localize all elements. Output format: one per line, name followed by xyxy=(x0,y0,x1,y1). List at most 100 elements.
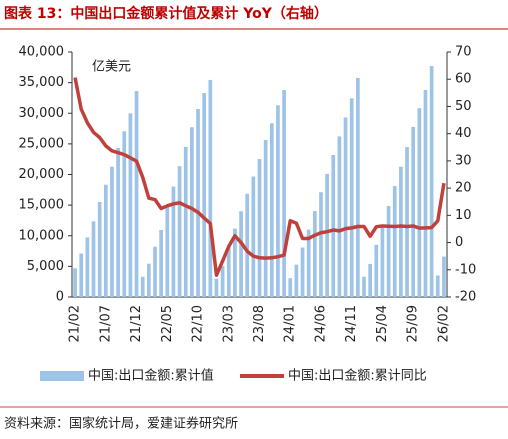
bar xyxy=(159,229,163,297)
bar xyxy=(183,146,188,297)
bar xyxy=(257,159,262,297)
bar xyxy=(85,237,90,297)
bar xyxy=(110,166,114,297)
chart-title: 图表 13：中国出口金额累计值及累计 YoY（右轴） xyxy=(4,5,328,22)
y-tick-label: 0 xyxy=(56,290,64,305)
x-tick-label: 24/11 xyxy=(344,305,359,342)
bar xyxy=(380,225,385,297)
bar xyxy=(134,91,139,297)
source: 资料来源：国家统计局，爱建证券研究所 xyxy=(4,416,238,432)
bar xyxy=(386,206,391,297)
bar xyxy=(97,202,102,297)
bar xyxy=(171,186,176,297)
bar xyxy=(239,211,243,297)
bar xyxy=(349,98,354,297)
bar xyxy=(405,147,409,297)
bar xyxy=(276,105,280,297)
bar xyxy=(116,148,120,297)
bar xyxy=(331,154,336,297)
bar xyxy=(73,268,77,297)
bar xyxy=(214,278,219,297)
x-tick-label: 23/08 xyxy=(252,305,267,342)
bar xyxy=(147,263,151,297)
bar xyxy=(356,77,360,297)
bar xyxy=(368,263,372,297)
bar xyxy=(343,117,348,297)
bar xyxy=(196,108,200,298)
bar xyxy=(140,276,145,297)
y-tick-label: 5,000 xyxy=(27,259,64,274)
x-tick-label: 21/12 xyxy=(129,305,144,342)
bar xyxy=(312,211,317,297)
bar xyxy=(392,186,397,297)
bar xyxy=(128,113,133,297)
bar xyxy=(153,246,157,297)
x-tick-label: 26/02 xyxy=(436,305,451,342)
bar xyxy=(337,136,342,297)
x-tick-label: 23/03 xyxy=(221,305,236,342)
bar xyxy=(399,166,403,297)
y-tick-label: 20,000 xyxy=(19,167,65,182)
bar xyxy=(190,127,194,297)
bar xyxy=(435,275,440,297)
y2-tick-label: 20 xyxy=(455,181,472,196)
bar xyxy=(429,66,434,298)
bar xyxy=(251,176,256,297)
y-tick-label: 15,000 xyxy=(19,198,65,213)
bar xyxy=(417,108,422,297)
x-tick-label: 21/02 xyxy=(68,305,83,342)
y2-tick-label: 60 xyxy=(455,72,472,87)
y2-tick-label: 0 xyxy=(455,235,463,250)
bar xyxy=(79,253,84,297)
x-tick-label: 22/10 xyxy=(191,305,206,342)
bar xyxy=(362,276,366,297)
bar xyxy=(300,247,305,297)
bar xyxy=(263,140,268,297)
y2-tick-label: -20 xyxy=(455,290,476,305)
legend-swatch xyxy=(40,371,84,381)
legend-label: 中国:出口金额:累计值 xyxy=(88,368,214,384)
y2-tick-label: -10 xyxy=(455,262,476,277)
bar xyxy=(177,166,182,297)
bar xyxy=(288,278,293,297)
bar xyxy=(325,173,329,297)
y-tick-label: 25,000 xyxy=(19,136,65,151)
x-tick-label: 25/04 xyxy=(375,305,390,342)
bar xyxy=(319,192,323,297)
bar xyxy=(226,246,231,297)
bar xyxy=(245,193,250,297)
x-tick-label: 21/07 xyxy=(98,305,113,342)
bar xyxy=(294,264,299,297)
bar xyxy=(423,89,428,297)
unit-label: 亿美元 xyxy=(92,60,131,75)
y-tick-label: 35,000 xyxy=(19,75,65,90)
bar xyxy=(374,244,379,297)
legend-label: 中国:出口金额:累计同比 xyxy=(288,368,427,384)
bar xyxy=(411,126,416,297)
bar xyxy=(269,123,274,297)
x-tick-label: 25/09 xyxy=(406,305,421,342)
bar xyxy=(208,79,213,298)
y-tick-label: 30,000 xyxy=(19,106,65,121)
y2-tick-label: 10 xyxy=(455,208,472,223)
bar xyxy=(220,265,225,297)
bar xyxy=(91,221,96,297)
bar xyxy=(282,89,286,297)
y-tick-label: 40,000 xyxy=(19,45,65,60)
bar xyxy=(306,229,311,297)
line xyxy=(73,77,446,277)
bar xyxy=(202,93,207,297)
y2-tick-label: 30 xyxy=(455,153,472,168)
y-tick-label: 10,000 xyxy=(19,228,65,243)
bar xyxy=(233,228,237,297)
y2-tick-label: 70 xyxy=(455,45,472,60)
x-tick-label: 24/01 xyxy=(283,305,298,342)
x-tick-label: 22/05 xyxy=(160,305,175,342)
y2-tick-label: 50 xyxy=(455,99,472,114)
bar xyxy=(442,256,446,297)
bar xyxy=(122,131,127,297)
x-tick-label: 24/06 xyxy=(313,305,328,342)
bar xyxy=(165,206,170,297)
y2-tick-label: 40 xyxy=(455,126,472,141)
